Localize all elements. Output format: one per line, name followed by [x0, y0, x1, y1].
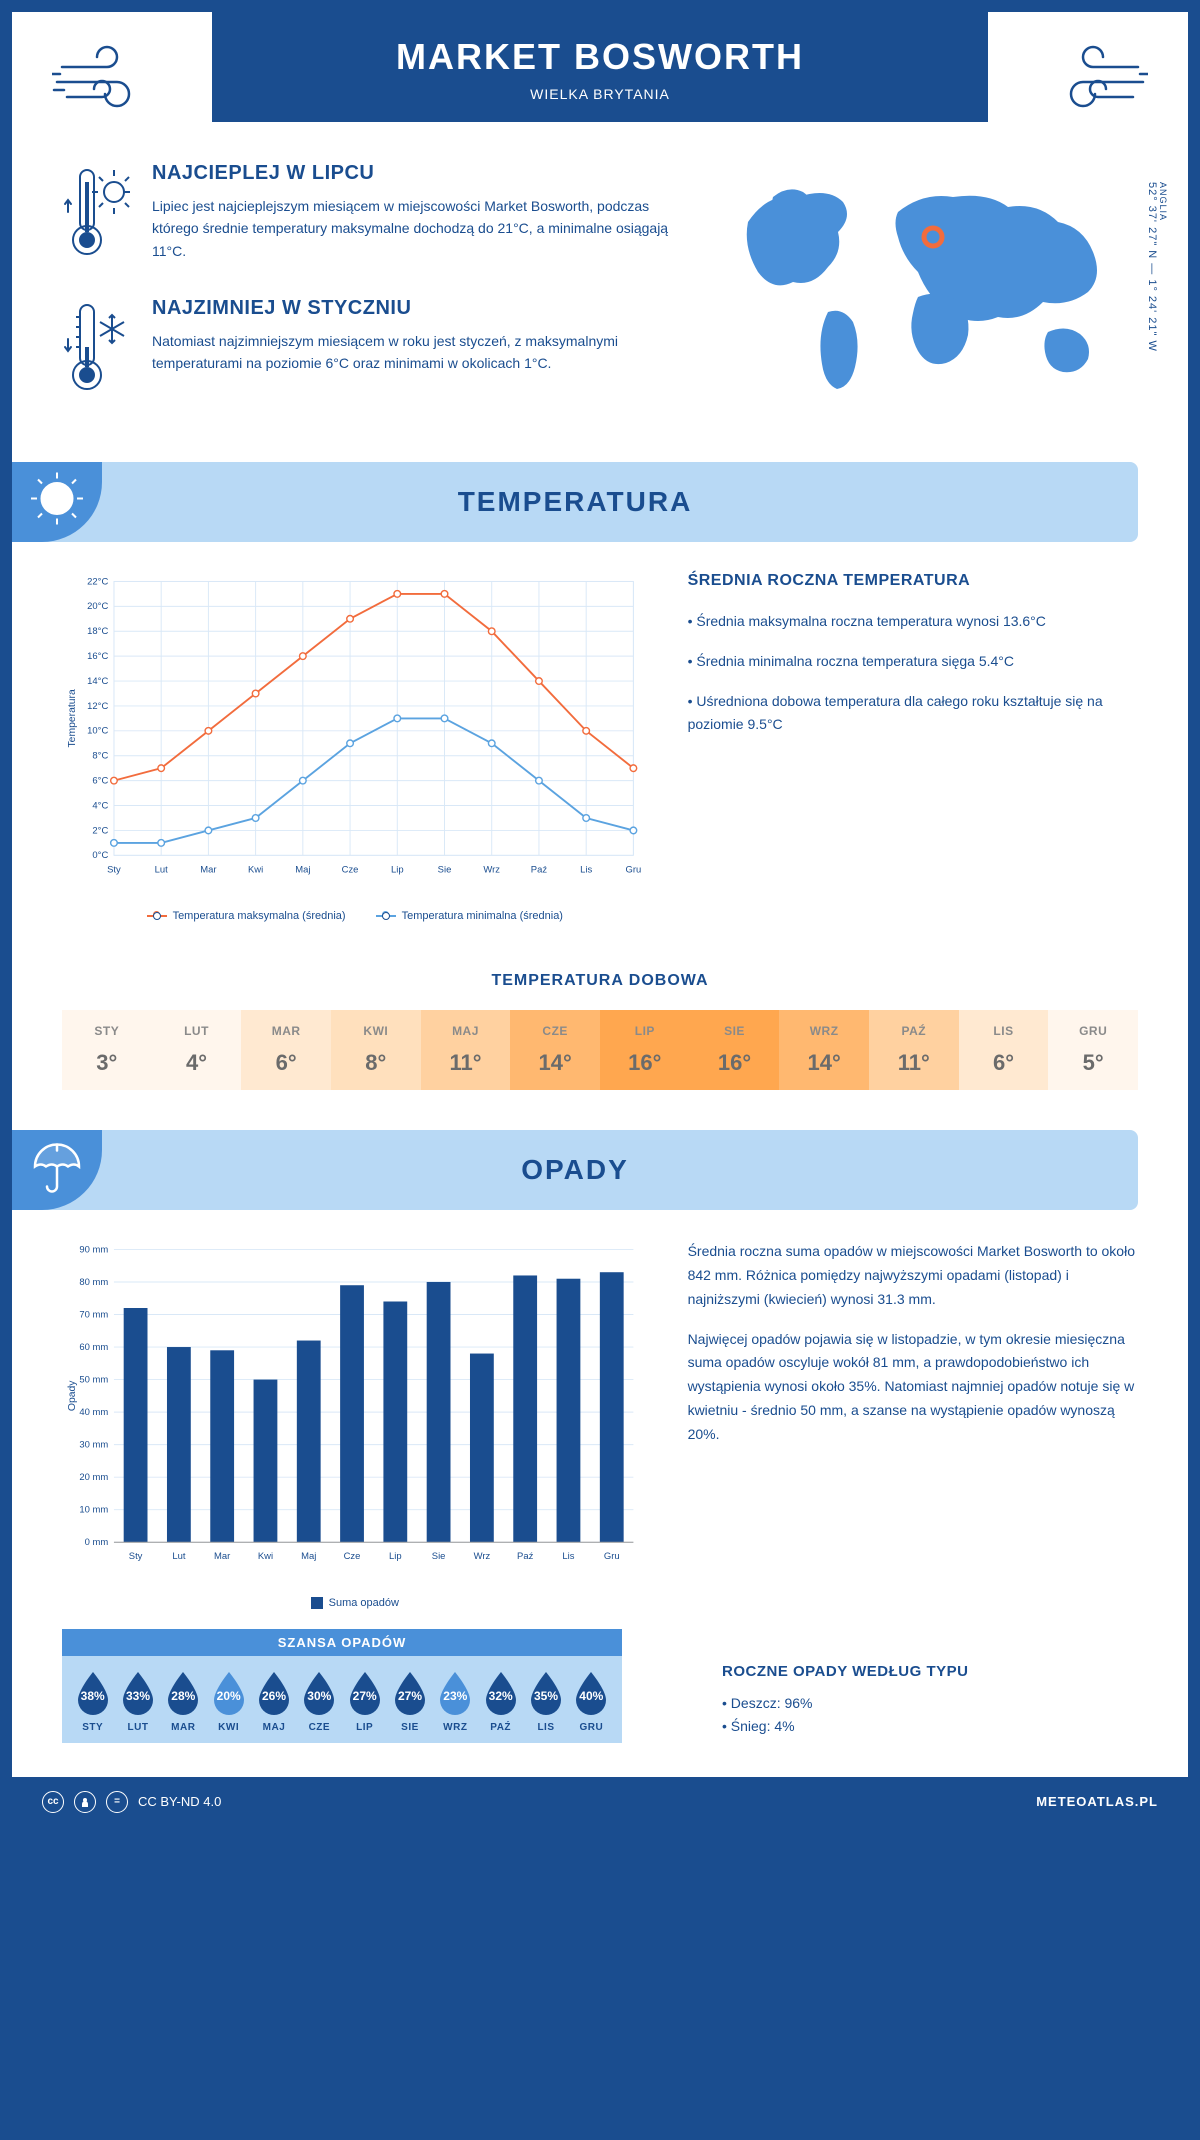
- svg-text:Mar: Mar: [214, 1551, 230, 1562]
- header-banner: MARKET BOSWORTH WIELKA BRYTANIA: [212, 12, 988, 122]
- temperature-section-header: TEMPERATURA: [12, 462, 1138, 542]
- nd-icon: =: [106, 1791, 128, 1813]
- svg-text:Wrz: Wrz: [483, 864, 500, 875]
- precipitation-bar-chart: 0 mm 10 mm 20 mm 30 mm 40 mm 50 mm 60 mm 70 mm 8…: [62, 1240, 648, 1609]
- sun-icon: [27, 469, 87, 536]
- svg-text:Paź: Paź: [531, 864, 548, 875]
- umbrella-icon: [27, 1137, 87, 1204]
- svg-text:Maj: Maj: [301, 1551, 316, 1562]
- svg-text:Wrz: Wrz: [474, 1551, 491, 1562]
- thermometer-cold-icon: [62, 297, 132, 402]
- svg-text:Cze: Cze: [344, 1551, 361, 1562]
- svg-text:18°C: 18°C: [87, 626, 108, 637]
- svg-text:0 mm: 0 mm: [85, 1537, 109, 1548]
- svg-text:60 mm: 60 mm: [79, 1342, 108, 1353]
- svg-text:Lut: Lut: [172, 1551, 185, 1562]
- temperature-line-chart: 0°C 2°C 4°C 6°C 8°C 10°C 12°C 14°C 16°C 18°C 20°C 2…: [62, 572, 648, 922]
- svg-text:Sie: Sie: [432, 1551, 446, 1562]
- svg-text:Lis: Lis: [562, 1551, 574, 1562]
- precipitation-types: ROCZNE OPADY WEDŁUG TYPU • Deszcz: 96%• …: [672, 1663, 1188, 1777]
- precipitation-summary: Średnia roczna suma opadów w miejscowośc…: [688, 1240, 1138, 1609]
- svg-text:0°C: 0°C: [92, 850, 108, 861]
- svg-text:10 mm: 10 mm: [79, 1505, 108, 1516]
- svg-text:16°C: 16°C: [87, 651, 108, 662]
- svg-text:Mar: Mar: [200, 864, 216, 875]
- svg-text:Sie: Sie: [438, 864, 452, 875]
- warmest-text: Lipiec jest najcieplejszym miesiącem w m…: [152, 195, 688, 262]
- svg-text:40 mm: 40 mm: [79, 1407, 108, 1418]
- svg-text:80 mm: 80 mm: [79, 1277, 108, 1288]
- svg-text:Lip: Lip: [389, 1551, 402, 1562]
- svg-text:Lip: Lip: [391, 864, 404, 875]
- daily-temperature-table: TEMPERATURA DOBOWA STY3°LUT4°MAR6°KWI8°M…: [12, 952, 1188, 1130]
- site-name: METEOATLAS.PL: [1036, 1794, 1158, 1809]
- coldest-title: NAJZIMNIEJ W STYCZNIU: [152, 297, 688, 320]
- svg-text:8°C: 8°C: [92, 751, 108, 762]
- svg-text:Lis: Lis: [580, 864, 592, 875]
- warmest-block: NAJCIEPLEJ W LIPCU Lipiec jest najcieple…: [62, 162, 688, 267]
- svg-text:10°C: 10°C: [87, 726, 108, 737]
- svg-text:Paź: Paź: [517, 1551, 534, 1562]
- svg-text:Kwi: Kwi: [258, 1551, 273, 1562]
- location-subtitle: WIELKA BRYTANIA: [232, 86, 968, 102]
- svg-text:12°C: 12°C: [87, 701, 108, 712]
- svg-text:30 mm: 30 mm: [79, 1440, 108, 1451]
- svg-text:Opady: Opady: [67, 1380, 78, 1411]
- coldest-block: NAJZIMNIEJ W STYCZNIU Natomiast najzimni…: [62, 297, 688, 402]
- temperature-summary: ŚREDNIA ROCZNA TEMPERATURA Średnia maksy…: [688, 572, 1138, 922]
- thermometer-hot-icon: [62, 162, 132, 267]
- svg-text:Maj: Maj: [295, 864, 310, 875]
- svg-text:14°C: 14°C: [87, 676, 108, 687]
- svg-text:Kwi: Kwi: [248, 864, 263, 875]
- svg-text:6°C: 6°C: [92, 775, 108, 786]
- svg-text:Sty: Sty: [107, 864, 121, 875]
- svg-text:Lut: Lut: [155, 864, 168, 875]
- svg-text:70 mm: 70 mm: [79, 1309, 108, 1320]
- svg-text:22°C: 22°C: [87, 576, 108, 587]
- svg-text:Gru: Gru: [626, 864, 642, 875]
- svg-text:Gru: Gru: [604, 1551, 620, 1562]
- warmest-title: NAJCIEPLEJ W LIPCU: [152, 162, 688, 185]
- precipitation-chance-table: SZANSA OPADÓW 38%STY33%LUT28%MAR20%KWI26…: [12, 1629, 672, 1773]
- footer: cc = CC BY-ND 4.0 METEOATLAS.PL: [12, 1777, 1188, 1827]
- coldest-text: Natomiast najzimniejszym miesiącem w rok…: [152, 330, 688, 375]
- svg-text:50 mm: 50 mm: [79, 1375, 108, 1386]
- by-icon: [74, 1791, 96, 1813]
- svg-text:90 mm: 90 mm: [79, 1244, 108, 1255]
- coordinates: ANGLIA 52° 37' 27" N — 1° 24' 21" W: [1146, 182, 1168, 352]
- svg-text:Cze: Cze: [342, 864, 359, 875]
- precipitation-section-header: OPADY: [12, 1130, 1138, 1210]
- svg-text:20 mm: 20 mm: [79, 1472, 108, 1483]
- cc-icon: cc: [42, 1791, 64, 1813]
- svg-text:Temperatura: Temperatura: [67, 689, 78, 747]
- svg-text:2°C: 2°C: [92, 825, 108, 836]
- wind-decoration-right: [1038, 42, 1148, 127]
- license-text: CC BY-ND 4.0: [138, 1794, 221, 1809]
- location-title: MARKET BOSWORTH: [232, 36, 968, 78]
- world-map: ANGLIA 52° 37' 27" N — 1° 24' 21" W: [718, 162, 1138, 432]
- svg-text:Sty: Sty: [129, 1551, 143, 1562]
- wind-decoration-left: [52, 42, 162, 127]
- svg-text:20°C: 20°C: [87, 601, 108, 612]
- svg-text:4°C: 4°C: [92, 800, 108, 811]
